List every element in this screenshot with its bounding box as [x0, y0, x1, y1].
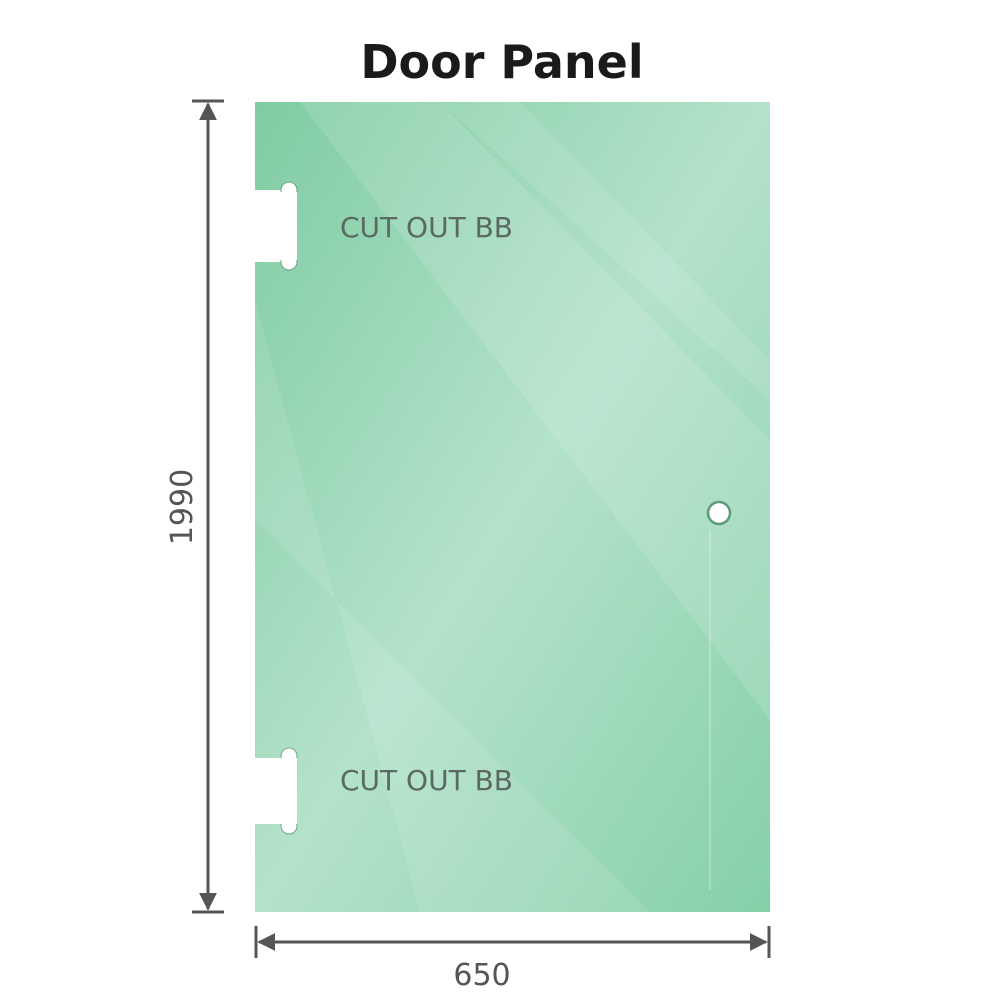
height-dimension-line	[192, 99, 224, 914]
cutout-bottom	[250, 747, 298, 835]
width-dimension-line	[254, 926, 771, 958]
cutout-top-label: CUT OUT BB	[340, 211, 513, 244]
width-dimension-label: 650	[453, 958, 510, 993]
handle-hole	[706, 500, 732, 526]
diagram-title: Door Panel	[360, 35, 643, 89]
glass-panel	[255, 102, 770, 912]
height-dimension-label: 1990	[165, 469, 200, 545]
cutout-bottom-label: CUT OUT BB	[340, 764, 513, 797]
cutout-top	[250, 181, 298, 271]
